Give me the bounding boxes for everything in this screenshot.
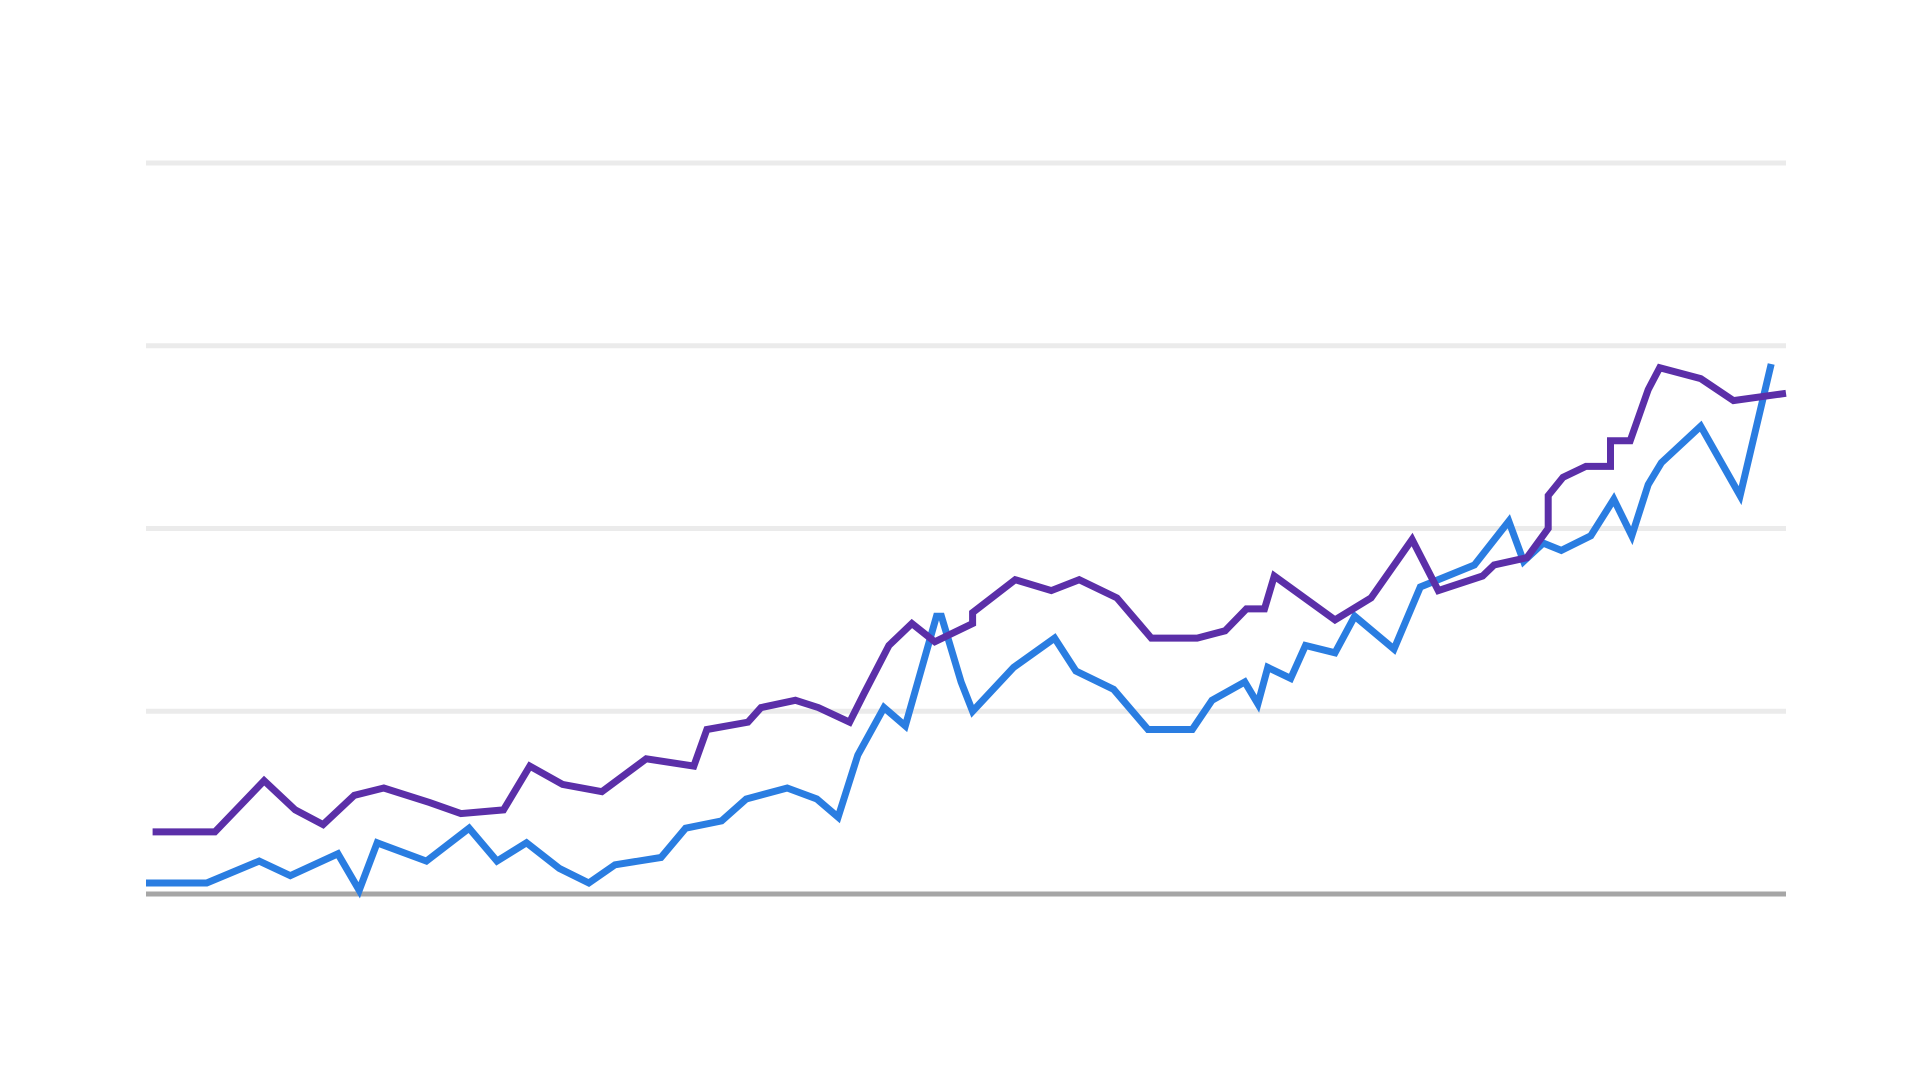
grid-layer [146,160,1786,897]
series-line-2 [152,363,1787,836]
series-layer [146,363,1787,899]
